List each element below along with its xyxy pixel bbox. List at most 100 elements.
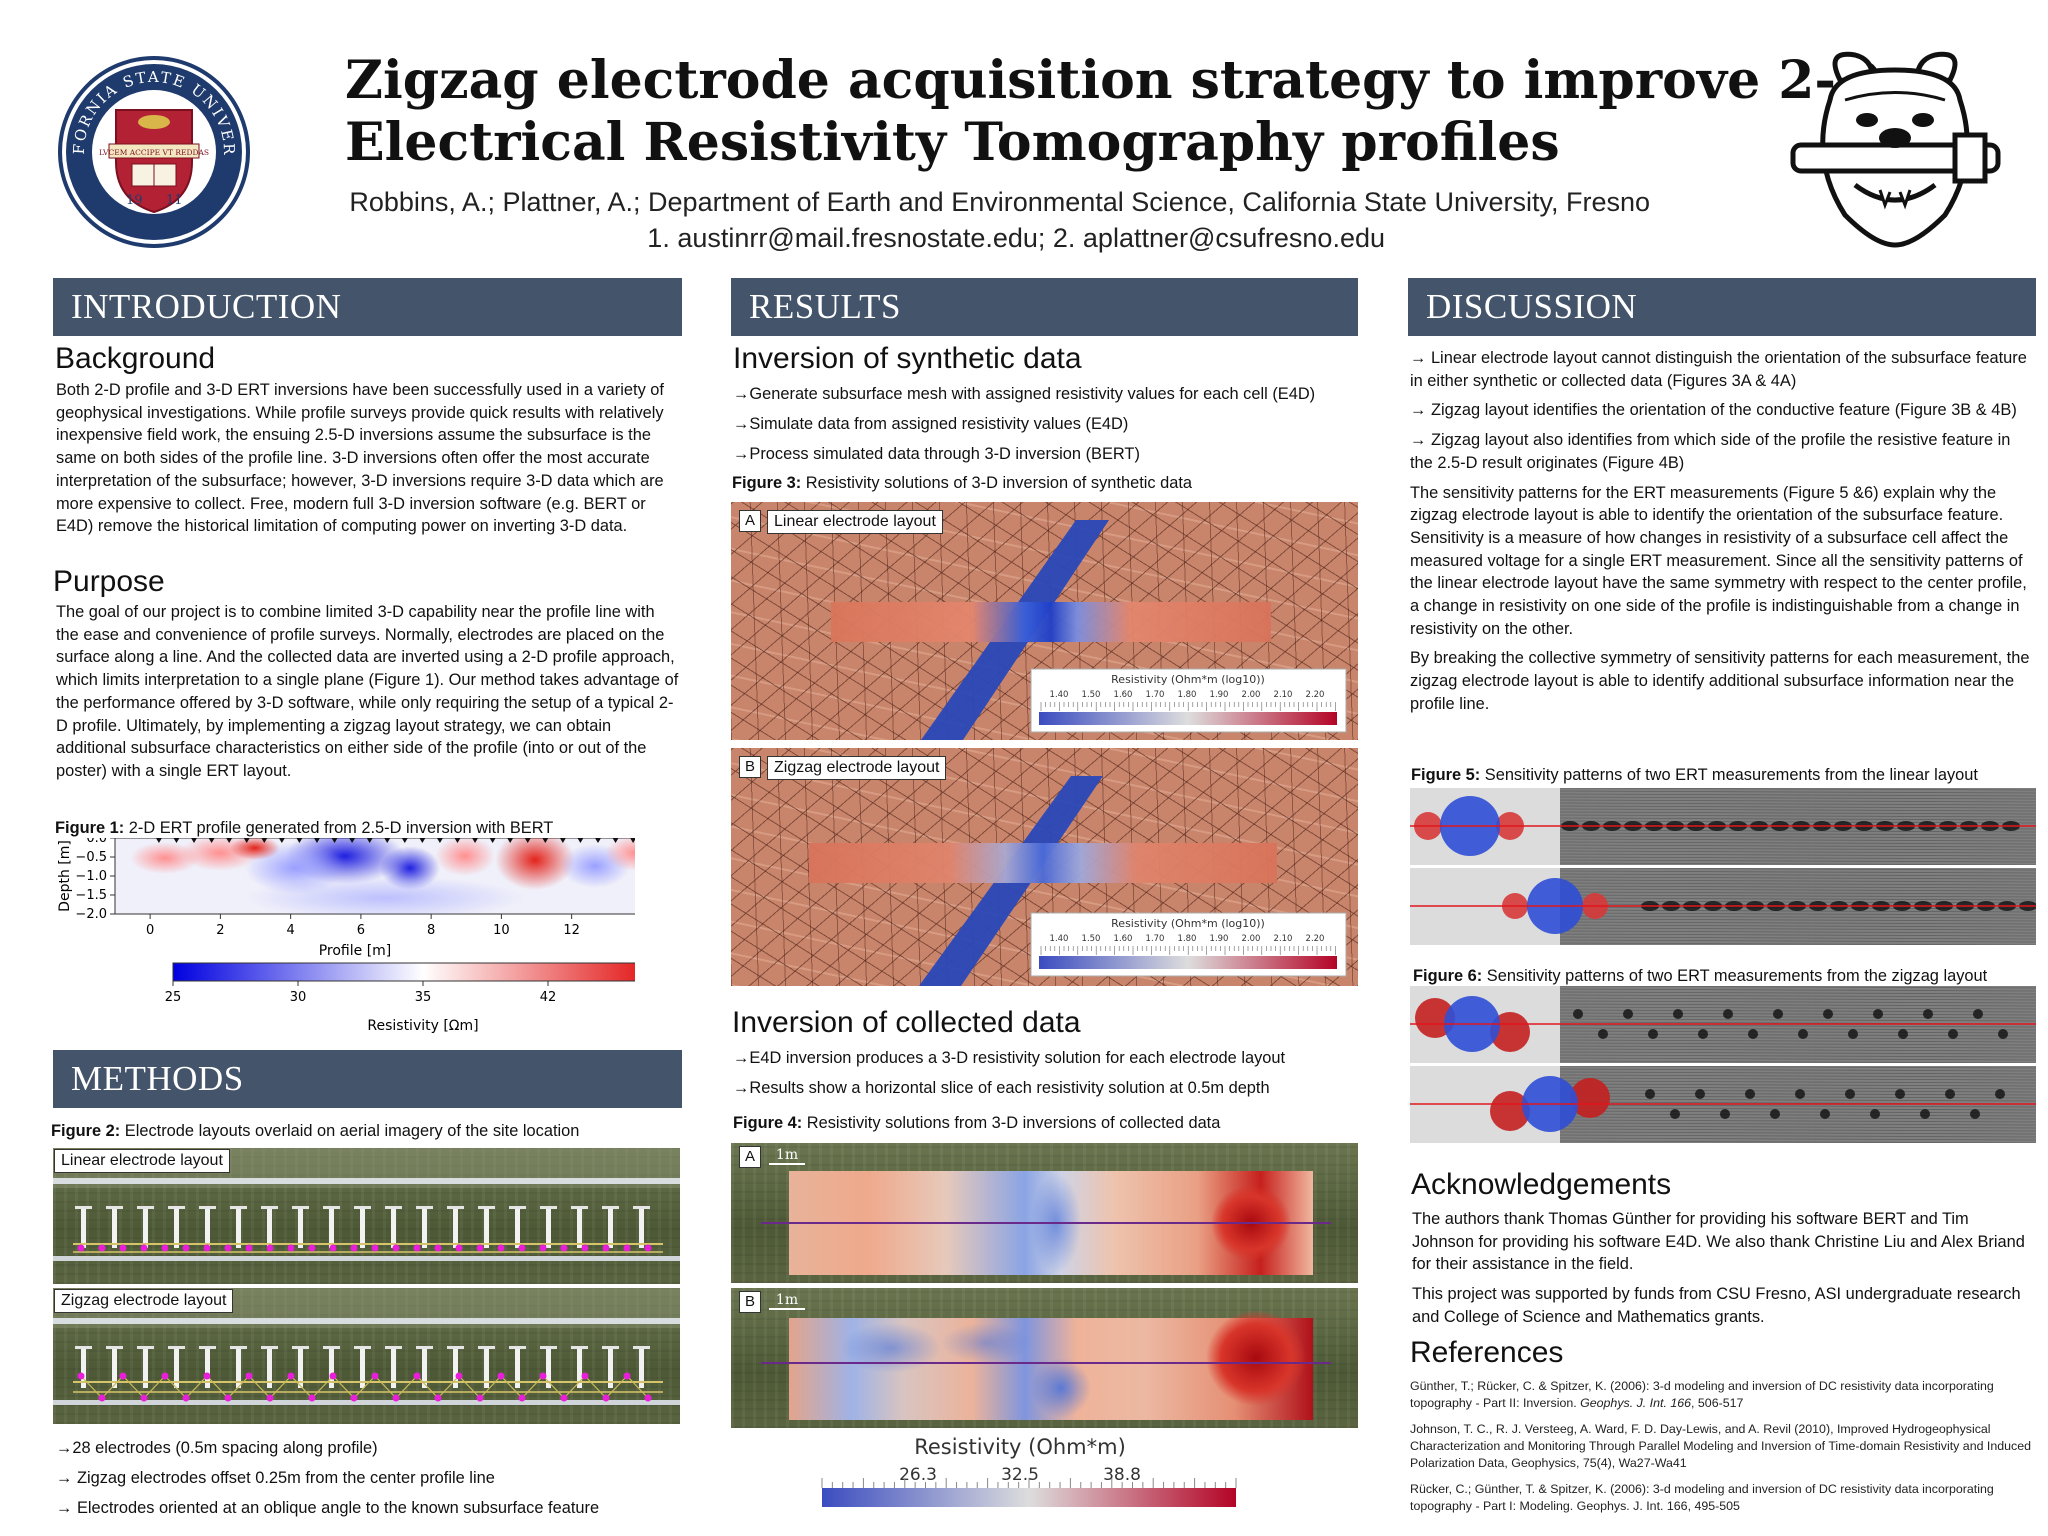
electrode-marker [560, 1244, 568, 1252]
sensitivity-electrode-dot [1998, 1029, 2008, 1039]
sensitivity-electrode-dot [1920, 1109, 1930, 1119]
mesh-line [1559, 1083, 2036, 1087]
mesh-line [1559, 1125, 2036, 1129]
electrode-marker [182, 1244, 190, 1252]
electrode-marker [392, 1244, 400, 1252]
sensitivity-electrode-dot [1623, 1009, 1633, 1019]
electrode-marker [161, 1372, 169, 1380]
figure-1-ytick-label: −1.5 [75, 888, 107, 903]
figure-1-ytick-label: −0.5 [75, 850, 107, 865]
fence-post [329, 1208, 334, 1248]
reference-1-text: Günther, T.; Rücker, C. & Spitzer, K. (2… [1410, 1379, 1994, 1410]
zigzag-path [80, 1375, 649, 1399]
fig6-panel [1410, 986, 2036, 1063]
figure-3-colorbar-tick-label: 1.90 [1210, 934, 1229, 944]
figure-3-colorbar-tick-label: 1.60 [1114, 934, 1133, 944]
figure-4-colorbar-gradient [822, 1488, 1236, 1507]
section-heading-introduction: INTRODUCTION [53, 278, 682, 336]
fence-post-cap [106, 1346, 123, 1349]
acknowledgements-title: Acknowledgements [1411, 1168, 1672, 1201]
figure-4b-scale-bar: 1m [769, 1292, 805, 1310]
figure-2a-linear-aerial: Linear electrode layout [53, 1148, 680, 1284]
mesh-line [1559, 1122, 2036, 1126]
figure-1-electrode-marker [507, 838, 514, 843]
seal-year-right: 11 [166, 193, 183, 208]
figure-4-colorbar: Resistivity (Ohm*m) 26.3 32.5 38.8 [821, 1435, 1237, 1507]
electrode-marker [98, 1244, 106, 1252]
figure-3-colorbar-tick-label: 2.00 [1242, 934, 1261, 944]
figure-3-colorbar-tick-label: 2.00 [1242, 690, 1261, 700]
fence-post [112, 1208, 117, 1248]
figure-1-xtick-label: 8 [427, 923, 435, 938]
mesh-line [1559, 1000, 2036, 1004]
electrode-marker [476, 1244, 484, 1252]
mesh-line [1559, 850, 2036, 854]
fence-post [81, 1208, 86, 1248]
figure-1-electrode-marker [226, 838, 233, 843]
figure-1-ytick-label: −2.0 [75, 907, 107, 922]
figure-1-electrode-marker [472, 838, 479, 843]
mesh-line [1559, 1039, 2036, 1043]
electrode-marker [98, 1394, 106, 1402]
mesh-line [1559, 1027, 2036, 1031]
electrode-marker [287, 1244, 295, 1252]
fence-post-cap [540, 1206, 557, 1209]
electrode-marker [644, 1394, 652, 1402]
figure-3-colorbar-title: Resistivity (Ohm*m (log10)) [1111, 917, 1265, 930]
sensitivity-electrode-dot [1848, 1029, 1858, 1039]
electrode-marker [455, 1372, 463, 1380]
fig6-panel [1410, 1066, 2036, 1143]
reference-item: Johnson, T. C., R. J. Versteeg, A. Ward,… [1410, 1422, 2032, 1470]
mesh-line [1559, 997, 2036, 1001]
mesh-line [1559, 790, 2036, 794]
fence-post-cap [571, 1346, 588, 1349]
mesh-line [1559, 921, 2036, 925]
mesh-line [1559, 1074, 2036, 1078]
sensitivity-electrode-dot [1798, 1029, 1808, 1039]
fence-post-cap [540, 1346, 557, 1349]
methods-bullet: →28 electrodes (0.5m spacing along profi… [56, 1439, 378, 1457]
fence-post-cap [75, 1346, 92, 1349]
section-heading-discussion: DISCUSSION [1408, 278, 2036, 336]
figure-1-label: Figure 1: [55, 819, 125, 837]
poster-authors: Robbins, A.; Plattner, A.; Department of… [349, 187, 1650, 217]
figure-1-electrode-marker [208, 838, 215, 843]
fence-post [236, 1348, 241, 1388]
mesh-line [1559, 853, 2036, 857]
mesh-line [1559, 1098, 2036, 1102]
mesh-line [1559, 1060, 2036, 1063]
figure-3-colorbar-gradient [1039, 712, 1337, 725]
electrode-marker [623, 1372, 631, 1380]
sensitivity-electrode-dot [1698, 1029, 1708, 1039]
figure-2-caption: Figure 2: Electrode layouts overlaid on … [51, 1121, 579, 1141]
mesh-line [1559, 876, 2036, 880]
mesh-line [1559, 835, 2036, 839]
sensitivity-electrode-dot [1773, 1009, 1783, 1019]
mesh-line [1559, 838, 2036, 842]
mesh-line [1559, 1077, 2036, 1081]
electrode-marker [77, 1372, 85, 1380]
figure-1-ylabel: Depth [m] [57, 840, 73, 912]
figure-4-colorbar-tick-label: 32.5 [1001, 1465, 1039, 1485]
fence-post [391, 1208, 396, 1248]
mesh-line [1559, 912, 2036, 916]
fence-post [453, 1208, 458, 1248]
figure-1-xtick-label: 2 [216, 923, 224, 938]
figure-1-electrode-marker [173, 838, 180, 843]
mesh-line [1559, 841, 2036, 845]
figure-1-colorbar-label: Resistivity [Ωm] [367, 1018, 478, 1034]
mesh-line [1559, 1128, 2036, 1132]
sensitivity-electrode-dot [1670, 1109, 1680, 1119]
figure-1-electrode-marker [577, 838, 584, 843]
figure-1-xlabel: Profile [m] [319, 943, 392, 959]
fig5-panel [1410, 788, 2036, 865]
figure-2b-tag: Zigzag electrode layout [54, 1289, 234, 1313]
mesh-line [1559, 796, 2036, 800]
mesh-line [1559, 1003, 2036, 1007]
electrode-marker [266, 1394, 274, 1402]
figure-3-colorbar-tick-label: 1.50 [1082, 934, 1101, 944]
figure-2-label: Figure 2: [51, 1122, 121, 1140]
mesh-line [1559, 808, 2036, 812]
fence-post [422, 1348, 427, 1388]
mesh-line [1559, 1024, 2036, 1028]
